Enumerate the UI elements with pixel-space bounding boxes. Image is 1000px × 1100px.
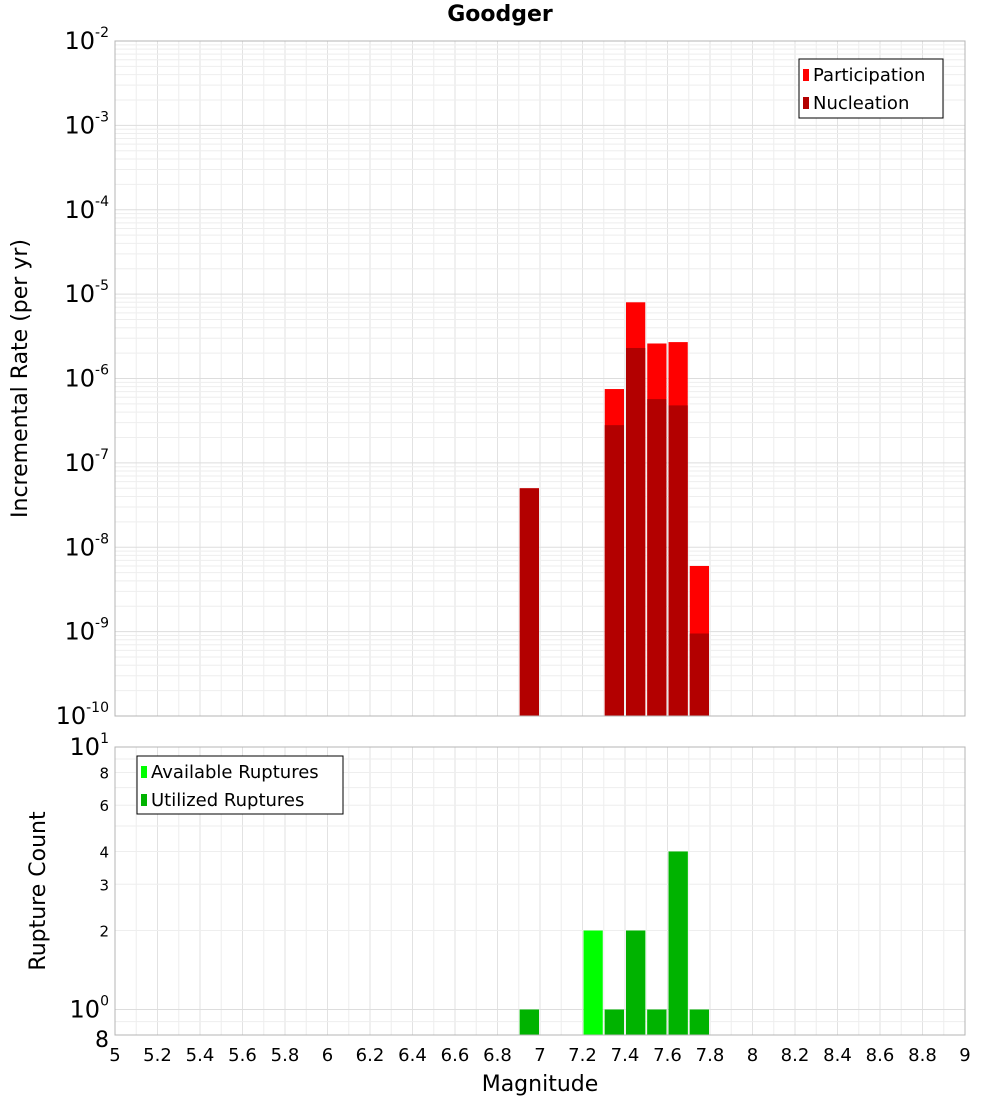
rate-bar-1-4 (668, 405, 688, 716)
count-bar-1-3 (647, 1009, 667, 1035)
x-tick-label-8: 6.6 (441, 1045, 470, 1066)
x-tick-label-20: 9 (959, 1045, 970, 1066)
count-legend-swatch-1 (141, 794, 147, 806)
count-bar-1-4 (668, 851, 688, 1035)
count-y-tick-1: 8 (99, 764, 109, 782)
x-tick-label-19: 8.8 (908, 1045, 937, 1066)
rate-legend-swatch-0 (803, 69, 809, 81)
count-legend-label-1: Utilized Ruptures (151, 790, 304, 811)
x-tick-label-15: 8 (747, 1045, 758, 1066)
count-y-tick-5: 2 (99, 923, 109, 941)
rate-y-tick-0: 10-2 (64, 25, 109, 55)
x-tick-label-13: 7.6 (653, 1045, 682, 1066)
rate-y-tick-3: 10-5 (64, 278, 109, 308)
count-bar-1-1 (604, 1009, 624, 1035)
x-tick-label-0: 5 (109, 1045, 120, 1066)
x-tick-label-2: 5.4 (186, 1045, 215, 1066)
count-legend-label-0: Available Ruptures (151, 762, 319, 783)
x-tick-label-5: 6 (322, 1045, 333, 1066)
rate-y-tick-5: 10-7 (64, 447, 109, 477)
x-tick-label-7: 6.4 (398, 1045, 427, 1066)
count-y-tick-2: 6 (99, 797, 109, 815)
rate-y-tick-4: 10-6 (64, 363, 109, 393)
rate-bar-1-0 (519, 488, 539, 716)
rate-bar-1-3 (647, 399, 667, 716)
rate-bar-1-2 (626, 347, 646, 716)
rate-legend-box (798, 58, 944, 119)
count-legend-box (136, 755, 344, 815)
x-tick-label-4: 5.8 (271, 1045, 300, 1066)
x-tick-label-3: 5.6 (228, 1045, 257, 1066)
x-tick-label-17: 8.4 (823, 1045, 852, 1066)
count-y-tick-7: 8 (95, 1028, 109, 1053)
y-axis-label-rate: Incremental Rate (per yr) (8, 239, 33, 518)
x-tick-label-11: 7.2 (568, 1045, 597, 1066)
x-axis-label: Magnitude (482, 1072, 599, 1097)
plot-frame-1 (114, 40, 966, 717)
x-tick-label-12: 7.4 (611, 1045, 640, 1066)
count-bar-0-1 (583, 930, 603, 1035)
x-tick-label-10: 7 (534, 1045, 545, 1066)
rate-y-tick-8: 10-10 (56, 700, 109, 730)
rate-y-tick-6: 10-8 (64, 531, 109, 561)
chart-title: Goodger (447, 2, 553, 27)
x-tick-label-16: 8.2 (781, 1045, 810, 1066)
count-legend-swatch-0 (141, 766, 147, 778)
x-tick-label-9: 6.8 (483, 1045, 512, 1066)
x-tick-label-6: 6.2 (356, 1045, 385, 1066)
rate-y-tick-1: 10-3 (64, 109, 109, 139)
y-axis-label-count: Rupture Count (26, 811, 51, 971)
rate-legend-label-0: Participation (813, 65, 925, 86)
plot-frame-2 (114, 746, 966, 1036)
x-tick-label-14: 7.8 (696, 1045, 725, 1066)
rate-legend-swatch-1 (803, 97, 809, 109)
count-y-tick-3: 4 (99, 843, 109, 861)
count-y-tick-4: 3 (99, 876, 109, 894)
gridlines (114, 40, 966, 1036)
count-y-tick-6: 100 (70, 994, 109, 1024)
rate-bar-1-1 (604, 425, 624, 716)
count-y-tick-0: 101 (70, 731, 109, 761)
count-bar-1-5 (689, 1009, 709, 1035)
x-tick-label-1: 5.2 (143, 1045, 172, 1066)
rate-bar-1-5 (689, 633, 709, 716)
count-bar-1-2 (626, 930, 646, 1035)
count-bar-1-0 (519, 1009, 539, 1035)
x-tick-label-18: 8.6 (866, 1045, 895, 1066)
rate-y-tick-7: 10-9 (64, 616, 109, 646)
rate-y-tick-2: 10-4 (64, 194, 109, 224)
rate-legend-label-1: Nucleation (813, 93, 909, 114)
